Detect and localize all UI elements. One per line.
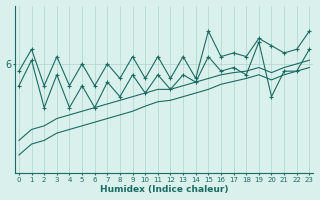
- X-axis label: Humidex (Indice chaleur): Humidex (Indice chaleur): [100, 185, 228, 194]
